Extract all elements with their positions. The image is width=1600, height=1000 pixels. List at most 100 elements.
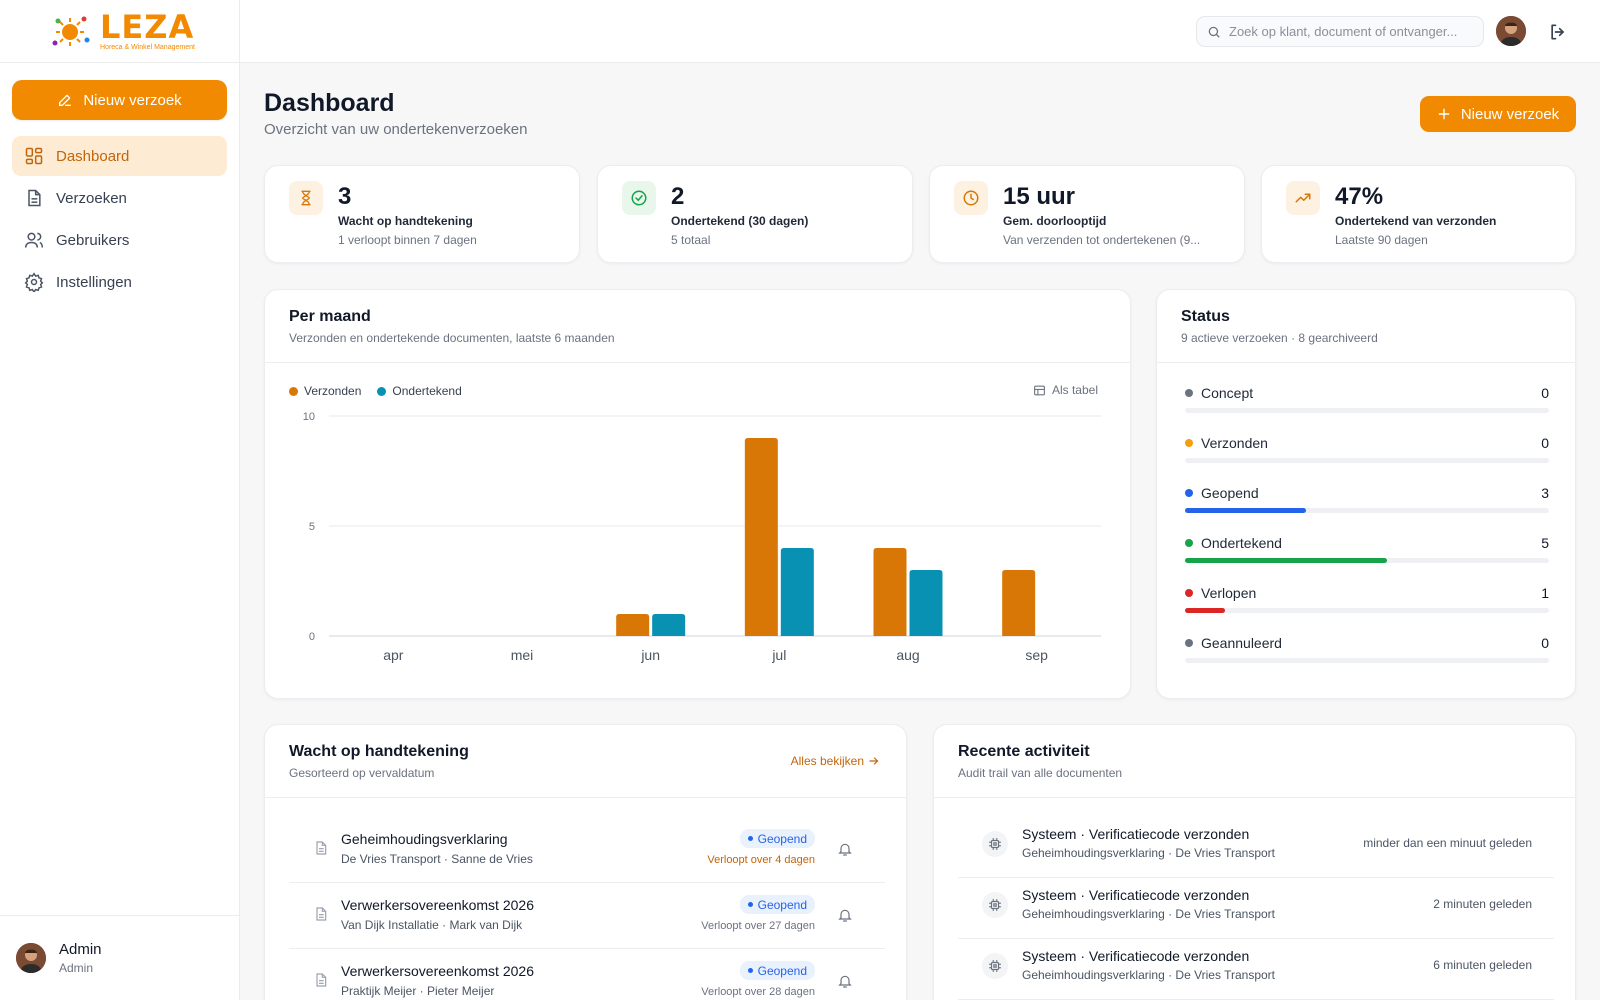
sidebar-nav: Dashboard Verzoeken Gebruikers Instellin… [12,136,227,304]
document-title: Geheimhoudingsverklaring [341,831,508,847]
document-icon [316,907,327,921]
stat-label: Ondertekend (30 dagen) [671,214,809,228]
card-subtitle: Gesorteerd op vervaldatum [289,766,435,780]
as-table-label: Als tabel [1051,383,1098,397]
document-recipient: Van Dijk Installatie · Mark van Dijk [341,918,523,932]
new-request-label: Nieuw verzoek [83,91,182,109]
sidebar-item-verzoeken[interactable]: Verzoeken [12,178,227,218]
user-name: Admin [59,941,102,958]
waiting-row[interactable]: Verwerkersovereenkomst 2026 Van Dijk Inst… [289,883,885,949]
chip-icon [982,831,1008,857]
search-input[interactable] [1229,24,1479,39]
status-dot [1185,589,1193,597]
badge-dot [747,902,753,907]
plus-icon [1438,108,1450,120]
status-count: 5 [1541,535,1549,551]
status-name: Ondertekend [1201,535,1282,551]
status-label: Verzonden [1185,435,1268,451]
pencil-icon [59,94,72,106]
status-name: Concept [1201,385,1254,401]
activity-row: Systeem · Verificatiecode verzonden Gehei… [958,939,1554,1000]
sidebar-item-gebruikers[interactable]: Gebruikers [12,220,227,260]
status-dot [1185,439,1193,447]
stat-label: Wacht op handtekening [338,214,473,228]
status-name: Geopend [1201,485,1259,501]
sidebar-item-label: Gebruikers [56,231,130,249]
page-title: Dashboard [264,89,395,117]
bell-icon[interactable] [837,973,853,989]
document-recipient: Praktijk Meijer · Pieter Meijer [341,984,495,998]
badge-label: Geopend [757,897,807,912]
document-icon [316,841,327,855]
x-tick-label: apr [383,647,404,663]
status-row: Verlopen 1 [1185,585,1549,635]
status-dot [1185,389,1193,397]
hourglass-icon [289,181,323,215]
sidebar-item-instellingen[interactable]: Instellingen [12,262,227,302]
waiting-list: Geheimhoudingsverklaring De Vries Transpo… [289,817,885,1000]
bar-verzonden-aug [873,548,907,636]
document-title: Verwerkersovereenkomst 2026 [341,963,534,979]
brand-tagline: Horeca & Winkel Management [100,44,195,51]
bar-ondertekend-aug [909,570,943,636]
waiting-row[interactable]: Geheimhoudingsverklaring De Vries Transpo… [289,817,885,883]
new-request-button[interactable]: Nieuw verzoek [12,80,227,120]
stat-value: 15 uur [1003,183,1076,210]
status-label: Concept [1185,385,1253,401]
status-label: Ondertekend [1185,535,1282,551]
chart-legend: Verzonden Ondertekend [289,384,462,398]
avatar[interactable] [1496,16,1526,46]
expiry-text: Verloopt over 27 dagen [701,920,815,932]
y-tick-label: 0 [309,631,315,643]
search-box[interactable] [1196,16,1484,47]
activity-subtitle: Geheimhoudingsverklaring · De Vries Tran… [1022,907,1276,921]
sidebar-item-label: Verzoeken [56,189,127,207]
legend-dot [289,386,298,396]
status-bar-fill [1185,558,1388,563]
stat-card-waiting: 3 Wacht op handtekening 1 verloopt binne… [264,165,580,263]
bar-chart: 0 5 10 apr mei jun jul aug sep [303,411,1101,663]
activity-time: 2 minuten geleden [1433,897,1532,911]
bar-ondertekend-jul [780,548,814,636]
status-dot [1185,489,1193,497]
status-badge: Geopend [739,895,815,914]
card-title: Recente activiteit [958,743,1090,760]
legend-label: Ondertekend [392,384,462,398]
stat-card-signed: 2 Ondertekend (30 dagen) 5 totaal [597,165,913,263]
see-all-link[interactable]: Alles bekijken [791,754,880,768]
logout-icon[interactable] [1548,22,1568,42]
status-bar [1185,408,1549,413]
chart-card: Per maand Verzonden en ondertekende docu… [264,289,1131,699]
status-bar-fill [1185,508,1307,513]
activity-subtitle: Geheimhoudingsverklaring · De Vries Tran… [1022,846,1276,860]
new-request-button[interactable]: Nieuw verzoek [1420,96,1576,132]
stat-label: Gem. doorlooptijd [1003,214,1107,228]
status-name: Verlopen [1201,585,1257,601]
card-subtitle: 9 actieve verzoeken · 8 gearchiveerd [1181,331,1378,345]
bell-icon[interactable] [837,907,853,923]
search-icon [1208,26,1220,38]
sidebar-item-dashboard[interactable]: Dashboard [12,136,227,176]
arrow-right-icon [869,757,879,765]
status-list: Concept 0 Verzonden 0 Geopend 3 Ondertekend 5 Ve… [1185,385,1549,685]
bell-icon[interactable] [837,841,853,857]
status-bar-fill [1185,608,1226,613]
waiting-card: Wacht op handtekening Gesorteerd op verv… [264,724,907,1000]
document-icon [316,973,327,987]
see-all-label: Alles bekijken [790,754,864,768]
card-title: Status [1181,308,1230,325]
as-table-button[interactable]: Als tabel [1033,383,1098,397]
sidebar: LEZA Horeca & Winkel Management Nieuw ve… [0,0,240,1000]
status-label: Geannuleerd [1185,635,1282,651]
activity-row: Systeem · Verificatiecode verzonden Gehei… [958,817,1554,878]
brand-logo[interactable]: LEZA Horeca & Winkel Management [0,0,239,63]
waiting-row[interactable]: Verwerkersovereenkomst 2026 Praktijk Meij… [289,949,885,1000]
user-profile[interactable]: Admin Admin [0,915,239,1000]
status-badge: Geopend [739,961,815,980]
gear-icon [24,272,44,292]
badge-label: Geopend [757,963,807,978]
stat-value: 2 [671,183,685,210]
activity-title: Systeem · Verificatiecode verzonden [1022,887,1250,903]
status-name: Geannuleerd [1201,635,1282,651]
status-bar [1185,558,1549,563]
